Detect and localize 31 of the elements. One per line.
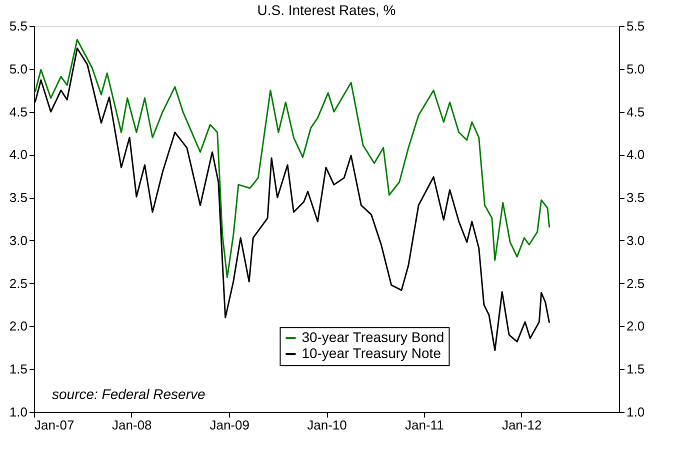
chart-title: U.S. Interest Rates, %	[257, 2, 396, 18]
y2-tick-label: 5.0	[626, 61, 645, 76]
y2-tick-label: 1.0	[626, 404, 645, 420]
y-tick-label: 1.5	[9, 362, 28, 377]
y-tick-label: 3.5	[9, 190, 28, 206]
y2-tick-label: 4.0	[626, 147, 645, 162]
y-tick-label: 2.5	[9, 276, 28, 291]
y2-tick-label: 1.5	[626, 362, 645, 377]
legend-label: 30-year Treasury Bond	[302, 329, 444, 346]
x-tick-label: Jan-07	[34, 418, 74, 432]
y2-tick-label: 4.5	[626, 104, 645, 120]
x-tick-label: Jan-08	[112, 418, 152, 432]
y2-tick-label: 2.0	[626, 318, 645, 334]
y-tick-label: 4.5	[9, 104, 28, 120]
y-tick-label: 3.0	[9, 232, 28, 248]
line-series	[34, 38, 550, 278]
x-tick-label: Jan-10	[307, 418, 347, 432]
y-tick-label: 5.0	[9, 61, 28, 76]
legend-label: 10-year Treasury Note	[302, 345, 442, 362]
y2-tick-label: 5.5	[626, 18, 645, 34]
y2-tick-label: 2.5	[626, 276, 645, 291]
y-tick-label: 4.0	[9, 147, 28, 162]
x-tick-label: Jan-11	[405, 418, 444, 432]
y-tick-label: 1.0	[9, 404, 28, 420]
y2-tick-label: 3.0	[626, 232, 645, 248]
y-tick-label: 2.0	[9, 318, 28, 334]
x-tick-label: Jan-12	[502, 418, 542, 432]
y-tick-label: 5.5	[9, 18, 28, 34]
x-tick-label: Jan-09	[210, 418, 250, 432]
y2-tick-label: 3.5	[626, 190, 645, 206]
annotation: source: Federal Reserve	[52, 386, 206, 402]
